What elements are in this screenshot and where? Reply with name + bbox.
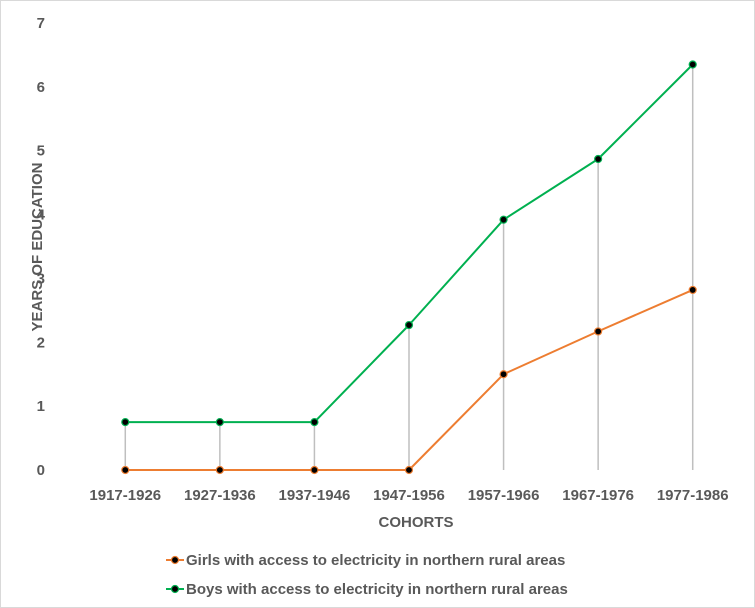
x-tick-label: 1937-1946 [279,487,351,504]
data-point-0 [594,327,603,336]
data-point-0 [688,285,697,295]
legend: Girls with access to electricity in nort… [166,552,568,598]
x-tick-label: 1977-1986 [657,487,729,504]
data-point-1 [215,418,224,427]
x-tick-label: 1927-1936 [184,487,256,504]
y-tick-label: 5 [37,143,45,160]
x-tick-label: 1947-1956 [373,487,445,504]
data-point-1 [594,154,603,164]
y-tick-label: 0 [37,462,45,479]
data-point-1 [310,418,319,427]
x-tick-label: 1967-1976 [562,487,634,504]
y-axis: 0 1 2 3 4 5 6 7 [37,15,46,479]
x-axis-title: COHORTS [379,514,454,531]
data-point-1 [688,60,697,69]
data-point-1 [121,418,130,427]
legend-label-0: Girls with access to electricity in nort… [186,552,565,569]
y-tick-label: 2 [37,334,45,351]
y-axis-title: YEARS OF EDUCATION [29,163,46,332]
legend-marker-1 [170,584,180,594]
x-tick-label: 1917-1926 [89,487,161,504]
data-point-1 [404,320,414,330]
data-point-0 [310,465,319,475]
legend-marker-0 [170,555,180,565]
x-axis: 1917-1926 1927-1936 1937-1946 1947-1956 1957… [89,487,728,504]
y-tick-label: 1 [37,398,45,415]
data-point-0 [121,465,130,475]
legend-label-1: Boys with access to electricity in north… [186,581,568,598]
y-tick-label: 6 [37,79,45,96]
data-point-0 [404,465,414,475]
data-point-1 [499,215,508,224]
y-tick-label: 4 [37,207,46,224]
y-tick-label: 7 [37,15,45,32]
data-point-0 [215,465,224,475]
drop-lines [124,64,694,470]
data-point-0 [499,370,508,379]
x-tick-label: 1957-1966 [468,487,540,504]
series-markers [121,60,697,475]
y-tick-label: 3 [37,270,45,287]
